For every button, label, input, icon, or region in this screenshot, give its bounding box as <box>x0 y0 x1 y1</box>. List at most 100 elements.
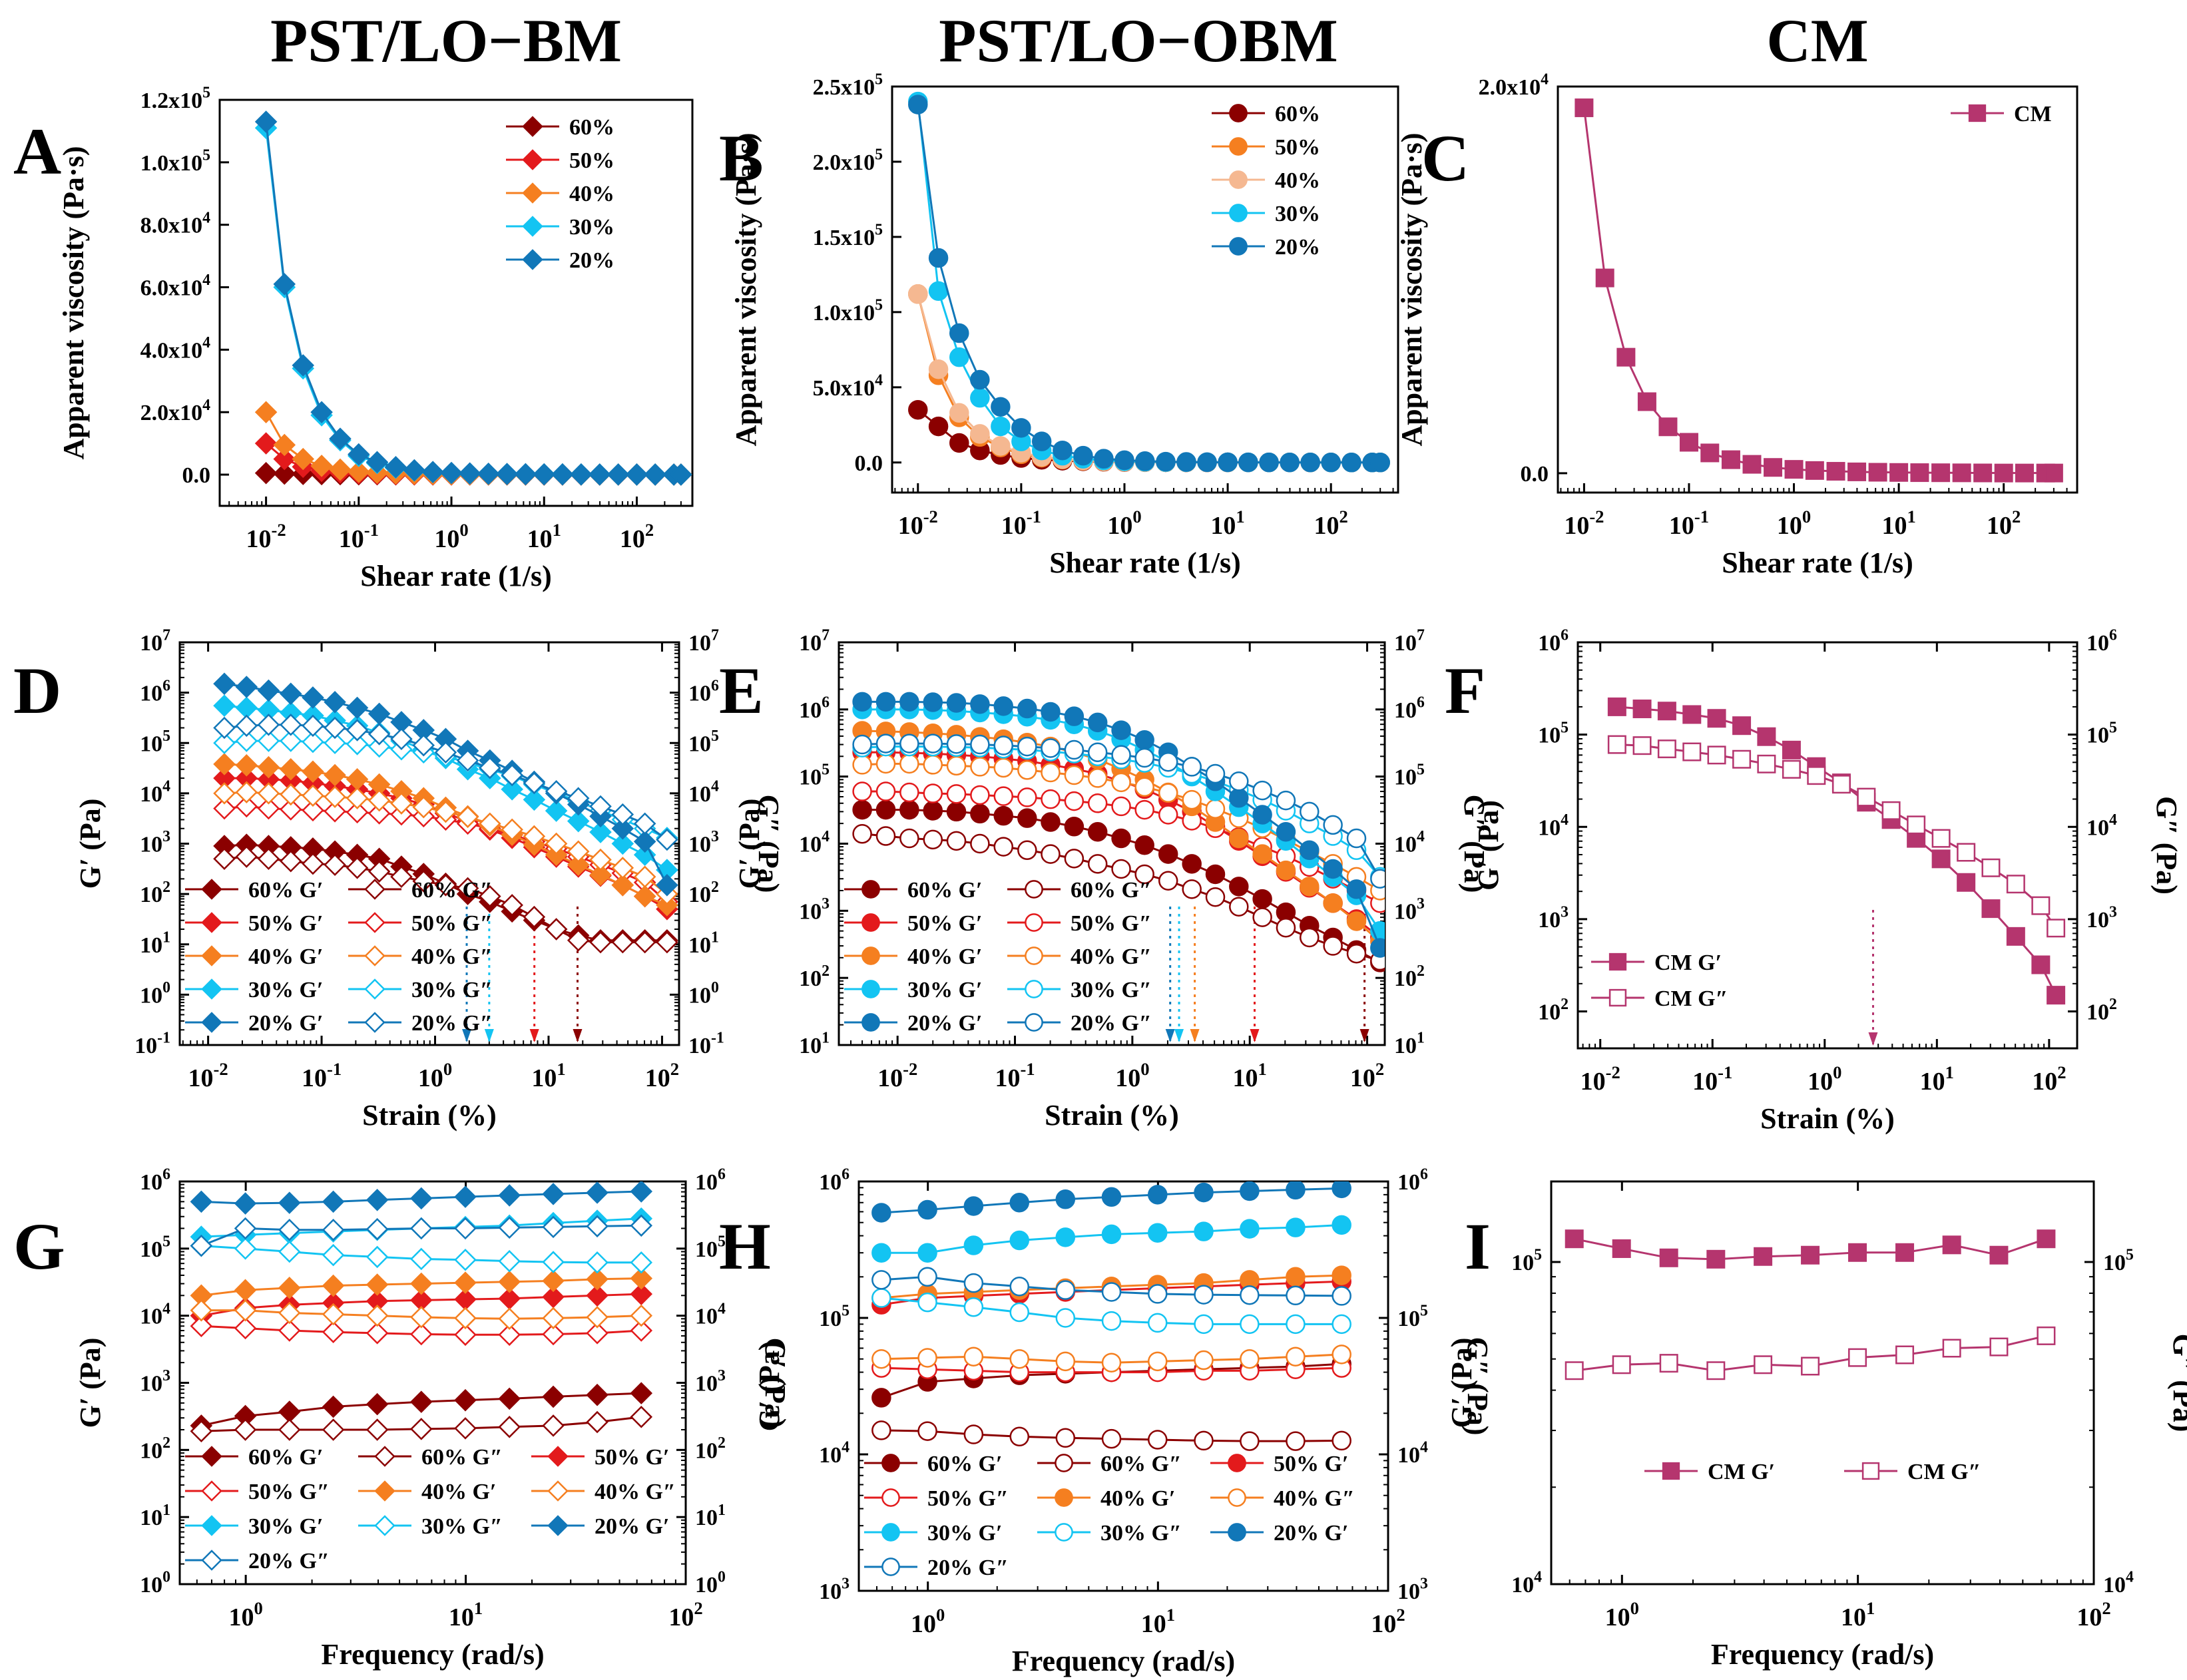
legend-marker <box>861 946 880 965</box>
data-point <box>542 1215 565 1239</box>
legend-marker <box>1055 1488 1073 1507</box>
data-point <box>1323 815 1343 835</box>
data-point <box>1881 801 1901 820</box>
legend-marker <box>374 1515 395 1536</box>
y-tick-label: 105 <box>140 1233 170 1262</box>
series-50g <box>190 1315 653 1347</box>
panel-label: C <box>1421 121 1469 195</box>
legend-marker <box>1229 204 1248 222</box>
data-point <box>434 800 457 823</box>
panel-label: F <box>1445 654 1485 728</box>
data-point <box>501 778 523 801</box>
legend-label: 20% G″ <box>248 1549 330 1574</box>
y-tick-label: 104 <box>1538 811 1569 840</box>
data-point <box>1252 805 1272 825</box>
data-point <box>949 347 969 367</box>
data-point <box>257 847 280 871</box>
legend-label: 60% G″ <box>1100 1452 1182 1476</box>
data-point <box>1848 1243 1867 1262</box>
data-point <box>234 1217 257 1240</box>
data-point <box>1286 1285 1306 1306</box>
y-tick-label: 106 <box>799 694 830 723</box>
data-point <box>365 1418 389 1441</box>
legend-label: 40% G′ <box>1100 1486 1176 1511</box>
legend-label: 20% G″ <box>927 1556 1009 1580</box>
data-point <box>1332 1215 1351 1235</box>
data-point <box>545 779 568 803</box>
data-point <box>1300 801 1320 822</box>
legend-marker <box>201 945 222 966</box>
data-point <box>633 931 656 954</box>
data-point <box>279 798 302 821</box>
data-point <box>970 734 990 755</box>
y-axis-title: Apparent viscosity (Pa·s) <box>57 146 90 460</box>
data-point <box>991 397 1011 417</box>
y-right-axis-title: G″ (Pa) <box>752 795 785 893</box>
data-point <box>1087 854 1108 874</box>
data-point <box>322 1395 345 1418</box>
series-20g <box>871 1181 1351 1223</box>
y-axis-title: G′ (Pa) <box>1472 800 1505 891</box>
data-point <box>630 1319 653 1342</box>
data-point <box>273 462 296 485</box>
data-point <box>991 436 1011 456</box>
series-20 <box>254 110 692 486</box>
legend-label: 50% G′ <box>1274 1452 1349 1476</box>
data-point <box>917 1348 937 1368</box>
y-axis: 100 100 101 101 102 102 103 103 104 104 105 105 106 1… <box>74 1166 792 1597</box>
y-right-tick-label: 102 <box>688 879 719 907</box>
data-point <box>365 1392 389 1416</box>
data-point <box>589 795 612 818</box>
data-point <box>1055 1280 1076 1300</box>
legend-marker <box>881 1454 900 1472</box>
data-point <box>1009 1426 1029 1447</box>
data-point <box>1111 859 1131 879</box>
data-point <box>871 1420 891 1440</box>
data-point <box>1994 463 2013 483</box>
data-point <box>963 1235 984 1255</box>
data-point <box>630 1267 653 1290</box>
data-point <box>1346 911 1367 931</box>
panel-label: G <box>13 1209 65 1283</box>
data-point <box>1895 1243 1915 1262</box>
data-point <box>1055 1189 1076 1209</box>
data-point <box>1857 787 1876 807</box>
y-tick-label: 102 <box>140 1434 170 1463</box>
legend-label: 30% G′ <box>907 978 983 1002</box>
data-point <box>852 824 872 844</box>
data-point <box>1346 828 1367 849</box>
data-point <box>586 1284 608 1307</box>
y-right-tick-label: 105 <box>695 1233 726 1262</box>
data-point <box>346 801 369 824</box>
y-axis-title: G′ (Pa) <box>74 1338 107 1428</box>
data-point <box>190 1190 213 1213</box>
data-point <box>2037 1229 2056 1249</box>
panel-e: E 10-2 10-1 100 101 102 Strain (%) 101 101 102 102… <box>719 627 1491 1132</box>
y-tick-label: 103 <box>140 1367 170 1396</box>
data-point <box>1087 821 1108 842</box>
data-point <box>1017 808 1037 828</box>
data-point <box>498 1416 521 1438</box>
data-point <box>1229 788 1249 808</box>
data-point <box>310 455 333 477</box>
data-point <box>302 714 324 737</box>
x-tick-label: 10-1 <box>302 1059 342 1092</box>
series-60g <box>213 845 678 954</box>
y-right-tick-label: 102 <box>2086 996 2117 1024</box>
y-tick-label: 105 <box>799 761 830 789</box>
data-point <box>963 1273 984 1293</box>
data-point <box>346 857 369 879</box>
data-point <box>1055 1428 1076 1448</box>
data-point <box>257 679 280 702</box>
data-point <box>875 692 896 712</box>
data-point <box>498 1307 521 1331</box>
data-point <box>1637 392 1656 411</box>
legend-label: 40% G′ <box>907 945 983 969</box>
data-point <box>1952 463 1971 483</box>
data-point <box>871 1270 891 1290</box>
data-point <box>1094 449 1114 469</box>
legend-label: 60% G′ <box>907 878 983 903</box>
x-axis-title: Frequency (rad/s) <box>321 1638 544 1671</box>
data-point <box>302 730 324 753</box>
